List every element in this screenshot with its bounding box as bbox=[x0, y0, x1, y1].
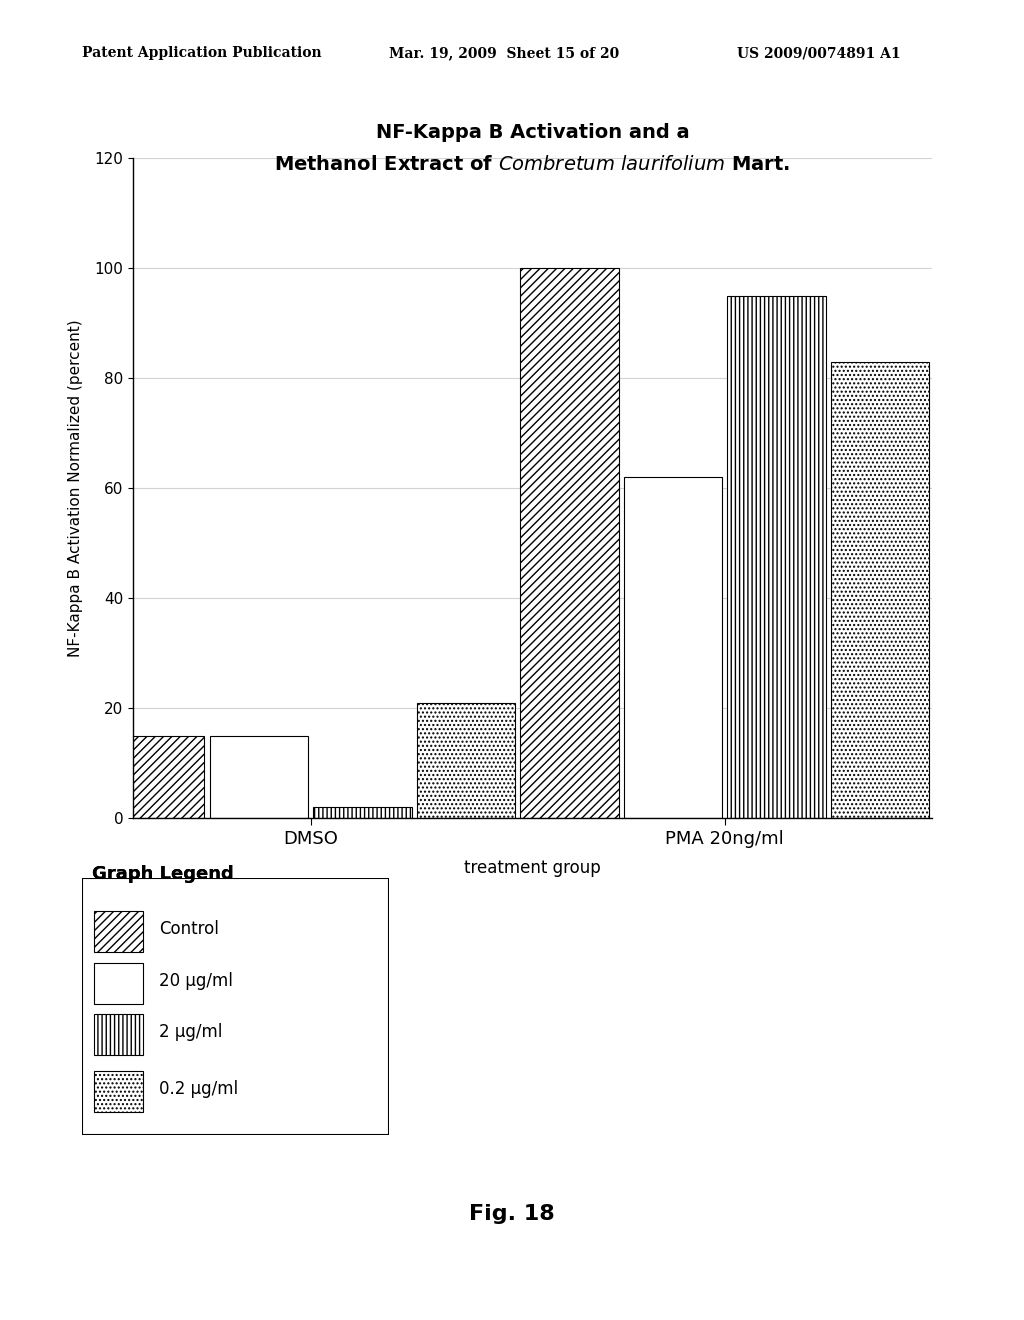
Text: NF-Kappa B Activation and a: NF-Kappa B Activation and a bbox=[376, 123, 689, 141]
Bar bbox=[830, 362, 929, 818]
Text: Patent Application Publication: Patent Application Publication bbox=[82, 46, 322, 61]
Text: 2 µg/ml: 2 µg/ml bbox=[159, 1023, 222, 1041]
Text: Graph Legend: Graph Legend bbox=[92, 865, 233, 883]
Text: Mar. 19, 2009  Sheet 15 of 20: Mar. 19, 2009 Sheet 15 of 20 bbox=[389, 46, 620, 61]
Bar bbox=[94, 1014, 143, 1056]
Text: Graph Legend: Graph Legend bbox=[92, 865, 233, 883]
Text: 0.2 µg/ml: 0.2 µg/ml bbox=[159, 1080, 238, 1098]
Bar bbox=[417, 702, 515, 818]
Text: US 2009/0074891 A1: US 2009/0074891 A1 bbox=[737, 46, 901, 61]
Bar bbox=[94, 1071, 143, 1111]
Bar bbox=[94, 911, 143, 953]
Bar bbox=[624, 478, 722, 818]
X-axis label: treatment group: treatment group bbox=[464, 859, 601, 878]
Bar bbox=[210, 737, 308, 818]
Bar bbox=[106, 737, 205, 818]
Text: Methanol Extract of $\it{Combretum~laurifolium}$ Mart.: Methanol Extract of $\it{Combretum~lauri… bbox=[274, 156, 791, 174]
Text: 20 µg/ml: 20 µg/ml bbox=[159, 972, 232, 990]
Text: Fig. 18: Fig. 18 bbox=[469, 1204, 555, 1225]
Bar bbox=[727, 296, 825, 818]
Y-axis label: NF-Kappa B Activation Normalized (percent): NF-Kappa B Activation Normalized (percen… bbox=[69, 319, 83, 657]
Text: Control: Control bbox=[159, 920, 218, 939]
Bar bbox=[94, 962, 143, 1005]
Bar bbox=[313, 808, 412, 818]
Bar bbox=[520, 268, 618, 818]
